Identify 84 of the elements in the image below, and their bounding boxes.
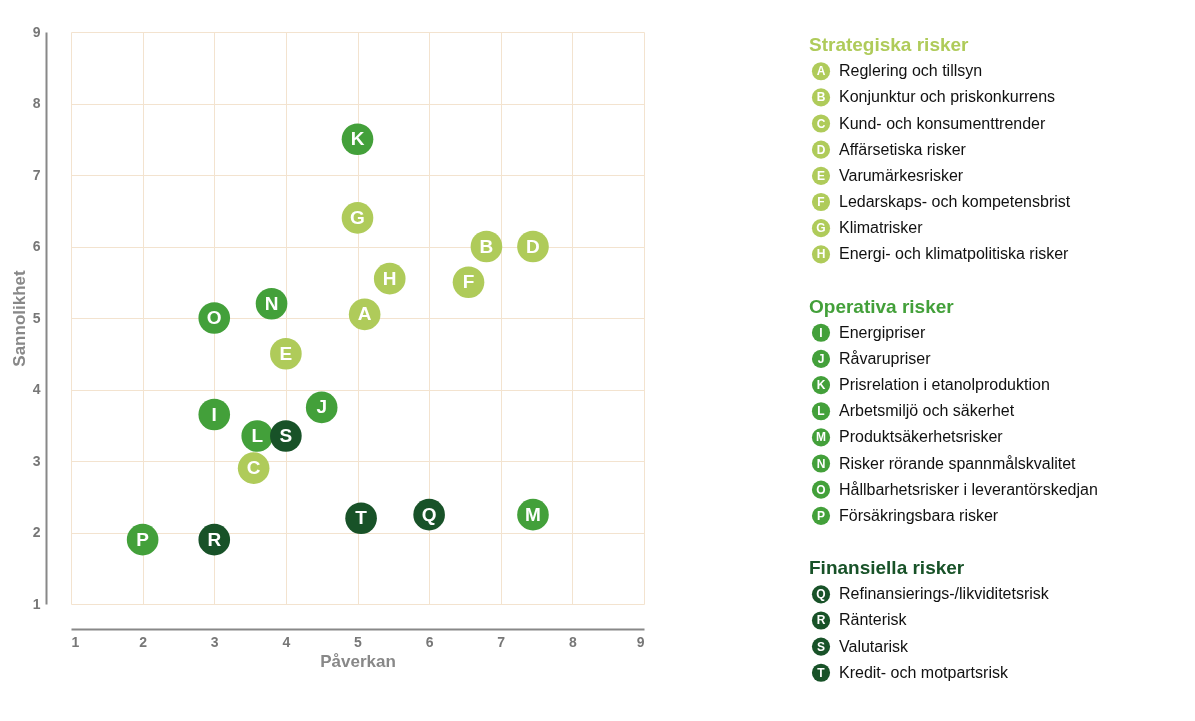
- x-tick-label: 2: [139, 633, 148, 650]
- text: Klimatrisker: [839, 219, 924, 237]
- text: O: [816, 482, 826, 497]
- text: Konjunktur och priskonkurrens: [839, 88, 1056, 106]
- data-label: D: [526, 235, 540, 257]
- data-label: H: [382, 267, 397, 289]
- data-label: S: [279, 424, 293, 446]
- text: K: [816, 378, 826, 393]
- data-label: I: [211, 403, 217, 425]
- data-label: E: [279, 342, 293, 364]
- text: I: [819, 325, 823, 340]
- text: R: [816, 613, 826, 628]
- data-label: O: [206, 307, 222, 328]
- text: Reglering och tillsyn: [839, 62, 983, 80]
- text: Försäkringsbara risker: [839, 506, 999, 524]
- data-label: J: [316, 396, 327, 418]
- y-tick-label: 3: [32, 452, 41, 469]
- x-tick-label: 7: [497, 633, 506, 650]
- text: Risker rörande spannmålskvalitet: [839, 454, 1077, 472]
- text: S: [816, 639, 826, 654]
- text: L: [817, 404, 825, 419]
- point: [198, 398, 231, 431]
- x-tick-label: 8: [568, 633, 577, 650]
- text: Energi- och klimatpolitiska risker: [839, 245, 1070, 263]
- text: Arbetsmiljö och säkerhet: [839, 402, 1015, 420]
- data-label: C: [246, 457, 261, 479]
- y-tick-label: 7: [32, 166, 41, 183]
- x-tick-label: 3: [210, 633, 219, 650]
- x-tick-label: 4: [282, 633, 291, 650]
- text: Ränterisk: [839, 611, 908, 629]
- y-tick-label: 9: [32, 23, 41, 40]
- text: N: [816, 456, 826, 471]
- y-tick-label: 1: [32, 595, 41, 612]
- text: E: [816, 168, 826, 183]
- text: Affärsetiska risker: [839, 140, 967, 158]
- text: Finansiella risker: [809, 557, 965, 579]
- data-label: N: [264, 292, 279, 314]
- text: Strategiska risker: [809, 34, 970, 56]
- text: Kund- och konsumenttrender: [839, 114, 1047, 132]
- x-tick-label: 9: [636, 633, 645, 650]
- y-tick-label: 2: [32, 524, 41, 540]
- text: Valutarisk: [839, 637, 910, 655]
- text: M: [816, 430, 826, 445]
- data-label: A: [357, 303, 372, 325]
- data-label: B: [479, 235, 494, 257]
- text: J: [817, 351, 825, 366]
- x-tick-label: 5: [354, 633, 363, 650]
- y-tick-label: 8: [32, 95, 41, 111]
- text: F: [817, 195, 825, 209]
- text: A: [816, 64, 826, 79]
- text: Energipriser: [839, 323, 926, 341]
- text: Varumärkesrisker: [839, 166, 964, 184]
- text: Ledarskaps- och kompetensbrist: [839, 193, 1071, 210]
- text: Produktsäkerhetsrisker: [839, 428, 1004, 446]
- text: D: [816, 142, 826, 157]
- data-label: L: [251, 424, 264, 446]
- text: B: [816, 90, 826, 105]
- data-label: Q: [421, 503, 437, 525]
- text: Q: [816, 587, 826, 602]
- data-label: M: [525, 503, 541, 525]
- text: G: [816, 221, 826, 236]
- x-tick-label: 1: [71, 633, 80, 650]
- x-axis-title: Påverkan: [320, 651, 396, 671]
- text: Kredit- och motpartsrisk: [839, 663, 1009, 681]
- data-label: P: [136, 528, 150, 550]
- data-label: T: [355, 507, 368, 529]
- data-label: G: [350, 206, 365, 228]
- text: Prisrelation i etanolproduktion: [839, 376, 1050, 394]
- x-tick-label: 6: [425, 633, 434, 650]
- y-axis-title: Sannolikhet: [9, 269, 29, 367]
- y-tick-label: 4: [32, 381, 41, 397]
- text: T: [817, 665, 825, 680]
- text: C: [816, 116, 826, 131]
- text: Refinansierings-/likviditetsrisk: [839, 585, 1050, 603]
- text: Operativa risker: [809, 295, 955, 317]
- y-tick-label: 5: [32, 309, 41, 326]
- data-label: K: [350, 128, 365, 150]
- y-tick-label: 6: [32, 238, 41, 254]
- text: P: [816, 508, 826, 523]
- data-label: R: [207, 528, 222, 550]
- text: Råvarupriser: [839, 349, 932, 367]
- data-label: F: [462, 271, 475, 293]
- text: H: [816, 247, 826, 262]
- text: Hållbarhetsrisker i leverantörskedjan: [839, 480, 1098, 498]
